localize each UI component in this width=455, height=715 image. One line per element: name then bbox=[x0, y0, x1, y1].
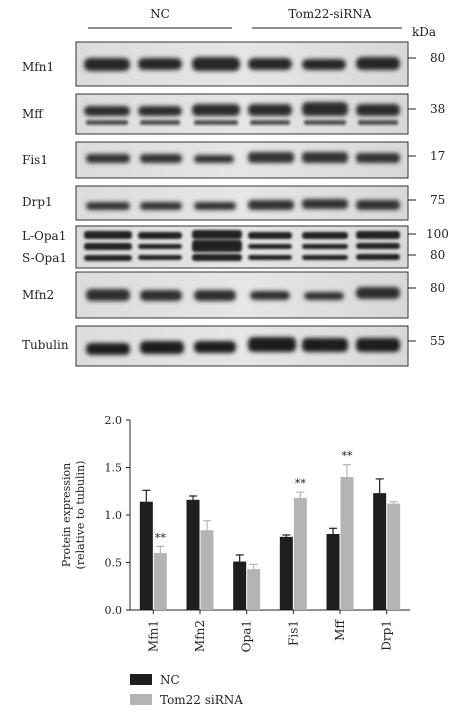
row-label-l-opa1: L-Opa1 bbox=[22, 229, 66, 243]
row-label-mfn2: Mfn2 bbox=[22, 288, 54, 302]
row-label-s-opa1: S-Opa1 bbox=[22, 251, 67, 265]
x-tick-label-drp1: Drp1 bbox=[380, 620, 394, 651]
marker-fis1: 17 bbox=[430, 149, 445, 163]
bar-opa1-nc bbox=[233, 561, 247, 610]
y-tick-label: 1.5 bbox=[105, 462, 123, 475]
marker-mff: 38 bbox=[430, 102, 445, 116]
y-tick-label: 1.0 bbox=[105, 509, 123, 522]
x-tick-label-mfn1: Mfn1 bbox=[146, 620, 160, 652]
chart-marks: 0.0 0.5 1.0 1.5 2.0 ** Mfn1 Mfn2 Opa1 ** Fis1 ** Mff… bbox=[105, 414, 410, 652]
bar-opa1-tom22-sirna bbox=[247, 569, 261, 610]
bar-drp1-nc bbox=[373, 493, 387, 610]
marker-opa1-100: 100 bbox=[426, 227, 449, 241]
group-label-tom22-sirna: Tom22-siRNA bbox=[288, 7, 372, 21]
western-blot-panel: NC Tom22-siRNA kDa Mfn1 80 Mff bbox=[22, 7, 449, 367]
marker-drp1: 75 bbox=[430, 193, 445, 207]
y-axis-label-line1: Protein expression bbox=[60, 463, 73, 567]
legend-swatch-nc bbox=[130, 674, 152, 685]
marker-opa1-80: 80 bbox=[430, 248, 445, 262]
significance-marker: ** bbox=[295, 477, 307, 490]
legend: NC Tom22 siRNA bbox=[130, 673, 243, 707]
legend-label-nc: NC bbox=[160, 673, 180, 687]
y-axis-label-line2: (relative to tubulin) bbox=[74, 461, 87, 570]
blot-strip-mff bbox=[75, 93, 409, 135]
bar-mfn1-tom22-sirna bbox=[153, 553, 167, 610]
row-label-drp1: Drp1 bbox=[22, 195, 53, 209]
bar-mfn1-nc bbox=[139, 501, 153, 610]
bar-chart: Protein expression (relative to tubulin)… bbox=[60, 414, 410, 652]
significance-marker: ** bbox=[155, 531, 167, 544]
bar-drp1-tom22-sirna bbox=[387, 503, 401, 610]
blot-strip-fis1 bbox=[75, 141, 409, 179]
blot-strip-drp1 bbox=[75, 185, 409, 221]
bar-mfn2-nc bbox=[186, 499, 200, 610]
x-tick-label-opa1: Opa1 bbox=[240, 620, 254, 652]
x-tick-label-fis1: Fis1 bbox=[286, 620, 300, 646]
y-tick-label: 0.5 bbox=[105, 557, 123, 570]
marker-mfn2: 80 bbox=[430, 281, 445, 295]
y-tick-label: 2.0 bbox=[105, 414, 123, 427]
blot-strip-tubulin bbox=[75, 325, 409, 367]
blot-strip-mfn1 bbox=[75, 41, 409, 87]
kda-label: kDa bbox=[412, 25, 436, 39]
blot-strip-opa1 bbox=[75, 225, 409, 269]
bar-fis1-nc bbox=[279, 536, 293, 610]
bar-fis1-tom22-sirna bbox=[293, 497, 307, 610]
x-tick-label-mff: Mff bbox=[333, 619, 347, 641]
bar-mfn2-tom22-sirna bbox=[200, 530, 214, 610]
bar-mff-tom22-sirna bbox=[340, 477, 354, 610]
group-label-nc: NC bbox=[150, 7, 170, 21]
significance-marker: ** bbox=[342, 450, 354, 463]
row-label-tubulin: Tubulin bbox=[22, 338, 69, 352]
row-label-fis1: Fis1 bbox=[22, 153, 48, 167]
bar-mff-nc bbox=[326, 534, 340, 610]
y-tick-label: 0.0 bbox=[105, 604, 123, 617]
x-tick-label-mfn2: Mfn2 bbox=[193, 620, 207, 652]
blot-strip-mfn2 bbox=[75, 271, 409, 319]
row-label-mfn1: Mfn1 bbox=[22, 60, 54, 74]
marker-tubulin: 55 bbox=[430, 334, 445, 348]
legend-label-tom22-sirna: Tom22 siRNA bbox=[160, 693, 243, 707]
legend-swatch-tom22-sirna bbox=[130, 694, 152, 705]
marker-mfn1: 80 bbox=[430, 51, 445, 65]
row-label-mff: Mff bbox=[22, 107, 44, 121]
